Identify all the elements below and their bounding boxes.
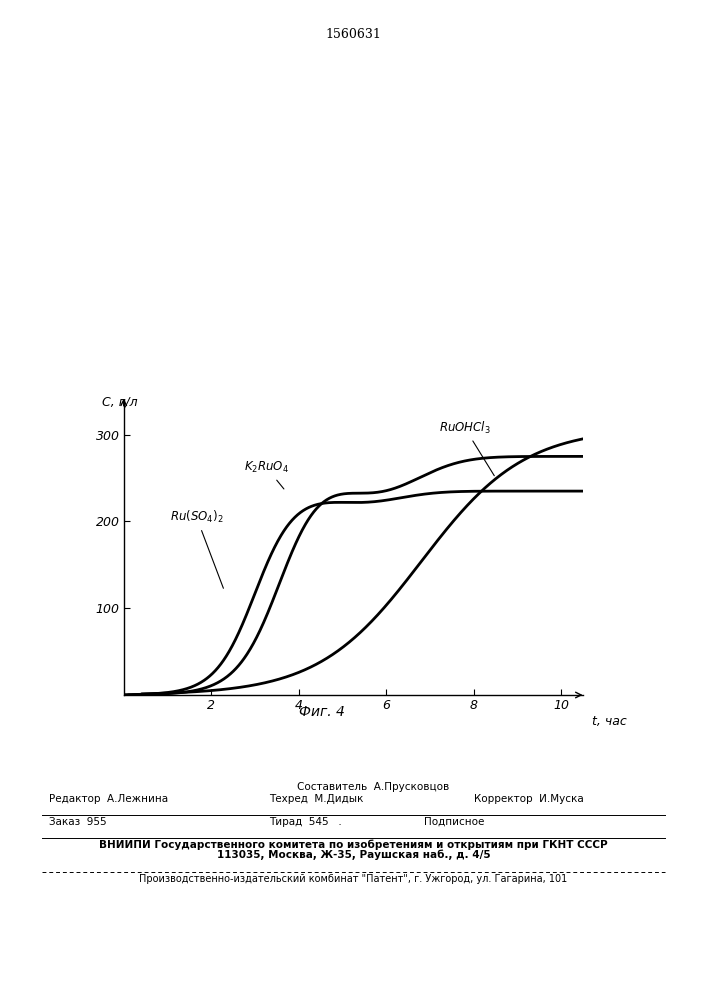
Text: ВНИИПИ Государственного комитета по изобретениям и открытиям при ГКНТ СССР: ВНИИПИ Государственного комитета по изоб… [99, 840, 608, 850]
Text: $Ru(SO_4)_2$: $Ru(SO_4)_2$ [170, 509, 223, 588]
Text: 1560631: 1560631 [325, 28, 382, 41]
Text: Тирад  545   .: Тирад 545 . [269, 817, 341, 827]
Text: Техред  М.Дидык: Техред М.Дидык [269, 794, 363, 804]
Text: t, час: t, час [592, 715, 627, 728]
Text: Производственно-издательский комбинат "Патент", г. Ужгород, ул. Гагарина, 101: Производственно-издательский комбинат "П… [139, 874, 568, 884]
Text: Фиг. 4: Фиг. 4 [299, 705, 344, 719]
Text: Составитель  А.Прусковцов: Составитель А.Прусковцов [297, 782, 449, 792]
Text: $RuOHCl_3$: $RuOHCl_3$ [439, 420, 494, 476]
Text: $K_2RuO_4$: $K_2RuO_4$ [244, 460, 289, 489]
Text: 113035, Москва, Ж-35, Раушская наб., д. 4/5: 113035, Москва, Ж-35, Раушская наб., д. … [216, 850, 491, 860]
Text: C, г/л: C, г/л [102, 396, 137, 409]
Text: Заказ  955: Заказ 955 [49, 817, 107, 827]
Text: Редактор  А.Лежнина: Редактор А.Лежнина [49, 794, 168, 804]
Text: Корректор  И.Муска: Корректор И.Муска [474, 794, 583, 804]
Text: Подписное: Подписное [424, 817, 484, 827]
